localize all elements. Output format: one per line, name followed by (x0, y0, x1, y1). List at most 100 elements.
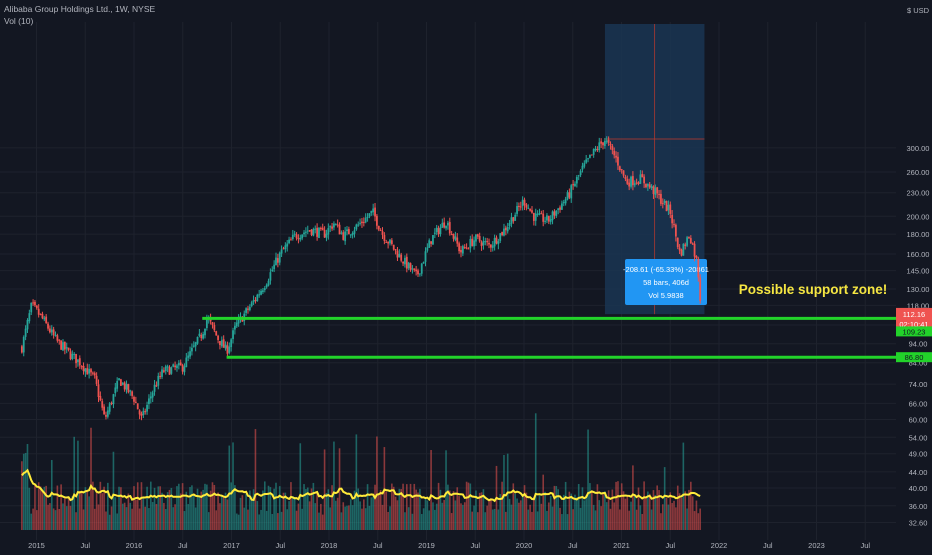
volume-indicator-label[interactable]: Vol (10) (4, 16, 34, 26)
volume-bar (99, 481, 102, 530)
candle-body (222, 339, 225, 348)
candle-body (304, 231, 307, 233)
volume-bar (58, 508, 61, 530)
volume-bar (340, 512, 343, 530)
volume-bar (329, 507, 331, 530)
volume-bars (21, 413, 701, 530)
volume-bar (157, 486, 160, 530)
symbol-title[interactable]: Alibaba Group Holdings Ltd., 1W, NYSE (4, 4, 156, 14)
candle-body (689, 238, 692, 244)
volume-bar (278, 486, 281, 530)
candle-body (435, 227, 438, 232)
volume-bar (592, 504, 595, 530)
volume-bar (619, 509, 621, 530)
volume-bar (686, 508, 688, 530)
time-tick-label: 2023 (808, 541, 825, 550)
candle-body (157, 375, 160, 386)
candle-body (30, 302, 33, 313)
candle-body (686, 237, 688, 246)
volume-bar (463, 502, 466, 530)
candle-body (538, 213, 541, 215)
candle-body (633, 183, 636, 186)
candle-body (103, 406, 105, 415)
candle-body (43, 317, 46, 320)
volume-bar (680, 497, 683, 530)
candle-body (140, 413, 143, 416)
candle-body (127, 384, 130, 393)
candle-body (306, 230, 309, 232)
candle-body (110, 402, 113, 404)
candle-body (327, 228, 330, 235)
measure-label-box (625, 259, 707, 305)
candle-body (357, 224, 360, 226)
candle-body (506, 226, 509, 232)
candle-body (73, 353, 76, 355)
volume-bar (622, 491, 625, 530)
volume-bar (54, 510, 57, 530)
volume-bar (564, 481, 567, 530)
candle-body (71, 353, 74, 360)
volume-bar (667, 504, 670, 530)
candle-body (164, 366, 167, 372)
candle-body (105, 414, 107, 417)
volume-bar (254, 429, 257, 530)
time-tick-label: Jul (470, 541, 480, 550)
volume-bar (221, 496, 223, 530)
volume-bar (693, 511, 696, 530)
candle-body (346, 229, 348, 232)
volume-bar (77, 440, 79, 530)
volume-bar (45, 485, 47, 530)
volume-bar (314, 503, 317, 530)
volume-bar (125, 507, 128, 530)
volume-bar (396, 500, 399, 530)
volume-bar (675, 507, 677, 530)
volume-bar (133, 486, 135, 530)
time-tick-label: 2016 (126, 541, 143, 550)
candle-body (389, 239, 391, 244)
candle-body (362, 221, 365, 223)
candle-body (585, 159, 588, 163)
candle-body (342, 232, 345, 240)
volume-bar (250, 496, 253, 530)
volume-bar (277, 513, 279, 530)
time-axis[interactable]: 2015 Jul 2016 Jul 2017 Jul 2018 Jul 2019 Jul 2020 J… (0, 540, 896, 550)
candle-body (557, 208, 560, 211)
candle-body (364, 217, 367, 223)
candle-body (278, 252, 281, 263)
volume-bar (263, 481, 266, 530)
candle-body (602, 142, 604, 146)
volume-bar (697, 513, 700, 530)
candle-body (22, 337, 25, 353)
volume-bar (387, 511, 389, 530)
volume-bar (80, 491, 83, 530)
candle-body (443, 222, 446, 228)
volume-bar (243, 507, 246, 530)
volume-bar (647, 491, 649, 530)
volume-bar (234, 485, 236, 530)
price-axis[interactable]: $ USD 32.60 36.00 40.00 44.00 49.00 54.00 60.00… (896, 0, 932, 550)
candle-body (131, 391, 134, 396)
candle-body (559, 207, 561, 210)
candle-body (153, 384, 156, 392)
candle-body (219, 341, 221, 346)
volume-bar (265, 510, 268, 530)
volume-bar (176, 486, 178, 530)
candle-body (525, 204, 528, 208)
candle-body (491, 245, 494, 248)
volume-bar (144, 506, 147, 530)
volume-bar (426, 500, 429, 530)
volume-bar (295, 510, 298, 530)
volume-bar (217, 492, 219, 530)
candle-body (355, 224, 358, 230)
volume-bar (65, 506, 68, 530)
volume-bar (209, 490, 212, 530)
candle-body (637, 182, 640, 185)
candle-body (198, 333, 201, 336)
volume-bar (69, 505, 72, 530)
candle-body (273, 264, 276, 270)
candle-body (420, 263, 423, 274)
volume-bar (219, 503, 221, 530)
candle-body (650, 185, 653, 188)
